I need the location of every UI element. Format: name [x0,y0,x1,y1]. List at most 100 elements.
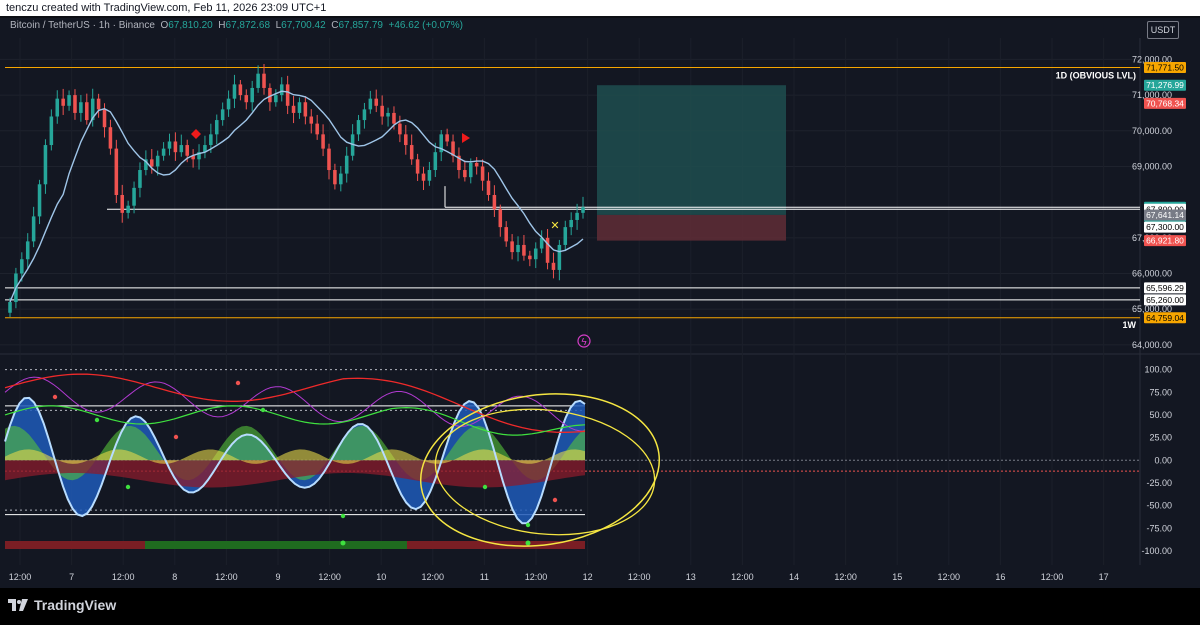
candle-body [144,159,148,171]
open-label: O [160,20,169,31]
candle-body [114,148,119,195]
candle-body [327,148,331,171]
candle-body [303,102,308,117]
candle-body [108,127,113,149]
candle-body [315,123,319,135]
candle-body [539,237,544,249]
price-label-text: 67,300.00 [1146,222,1184,232]
close-label: C [331,20,339,31]
osc-tick-label: 25.00 [1149,433,1172,443]
candle-body [250,87,254,103]
candle-body [433,152,438,171]
candle-body [49,116,54,146]
price-label-text: 67,800.00 [1146,204,1184,214]
candle-body [398,123,402,135]
candle-body [480,166,485,181]
candle-body [262,73,266,88]
price-label-bg [1144,235,1186,247]
time-tick-label: 12 [583,572,593,582]
candle-body [191,155,195,160]
high-label: H [218,20,226,31]
symbol-legend[interactable]: Bitcoin / TetherUS · 1h · Binance O67,81… [10,20,463,31]
osc-purple-line [4,376,586,432]
time-tick-label: 12:00 [834,572,857,582]
candle-body [463,170,467,178]
candle-body [380,105,384,117]
candle-body [492,195,497,210]
candle-body [150,159,154,167]
close-value: 67,857.79 [338,20,383,31]
price-label: 65,596.29 [1144,282,1186,294]
candle-body [486,180,491,195]
candle-body [386,112,390,117]
candle-body [55,98,60,117]
osc-status-bar-red [5,541,145,549]
price-tick-label: 65,000.00 [1132,304,1172,314]
time-tick-label: 10 [376,572,386,582]
lightning-glyph: ϟ [581,337,587,348]
candle-body [581,207,585,213]
candle-body [551,262,556,270]
candle-body [126,205,130,213]
time-tick-label: 12:00 [422,572,445,582]
price-label: 67,641.14 [1144,209,1186,221]
candle-body [368,98,373,110]
candle-body [167,141,172,149]
candle-body [533,248,538,260]
tradingview-logo-text: TradingView [34,597,117,613]
candle-body [73,95,77,113]
candle-body [451,141,455,156]
osc-yellow-area [5,449,585,464]
candle-body [179,145,184,153]
low-value: 67,700.42 [281,20,326,31]
candle-body [226,98,231,110]
candle-body [185,145,189,156]
price-label-text: 66,921.80 [1146,236,1184,246]
time-tick-label: 17 [1099,572,1109,582]
candle-body [102,109,107,128]
osc-status-dot [340,540,346,546]
currency-button[interactable]: USDT [1147,21,1179,39]
price-label: 71,276.99 [1144,79,1186,91]
symbol-name[interactable]: Bitcoin / TetherUS · 1h · Binance [10,20,155,31]
time-tick-label: 15 [892,572,902,582]
candle-body [427,170,432,181]
candle-body [504,227,508,242]
price-label-bg [1144,62,1186,74]
price-label: 64,759.04 [1144,312,1186,324]
candle-body [339,173,343,185]
price-label-bg [1144,209,1186,221]
candle-body [90,98,95,121]
osc-signal-dot [525,522,531,528]
candle-body [197,152,201,160]
high-value: 67,872.68 [225,20,271,31]
candle-body [557,244,562,270]
candle-body [575,212,579,220]
candle-body [421,173,426,181]
price-tick-label: 66,000.00 [1132,269,1172,279]
candle-body [37,184,42,217]
candle-body [79,102,83,113]
price-label-text: 65,596.29 [1146,283,1184,293]
tradingview-logo[interactable]: TradingView [8,597,116,613]
candle-body [457,155,461,171]
price-label: 65,260.00 [1144,294,1186,306]
price-tick-label: 71,000.00 [1132,90,1172,100]
osc-green-line [4,405,586,436]
moving-average-line [9,90,584,303]
time-tick-label: 8 [172,572,177,582]
time-tick-label: 12:00 [1041,572,1064,582]
price-tick-label: 69,000.00 [1132,161,1172,171]
candle-body [120,195,125,213]
osc-red-line [4,373,586,433]
osc-tick-label: -25.00 [1146,478,1172,488]
candle-body [31,216,36,242]
candle-body [285,84,290,106]
osc-signal-dot [482,484,488,490]
candle-body [563,227,568,245]
candle-body [25,241,30,260]
osc-signal-dot [52,394,58,400]
candle-body [238,84,243,96]
